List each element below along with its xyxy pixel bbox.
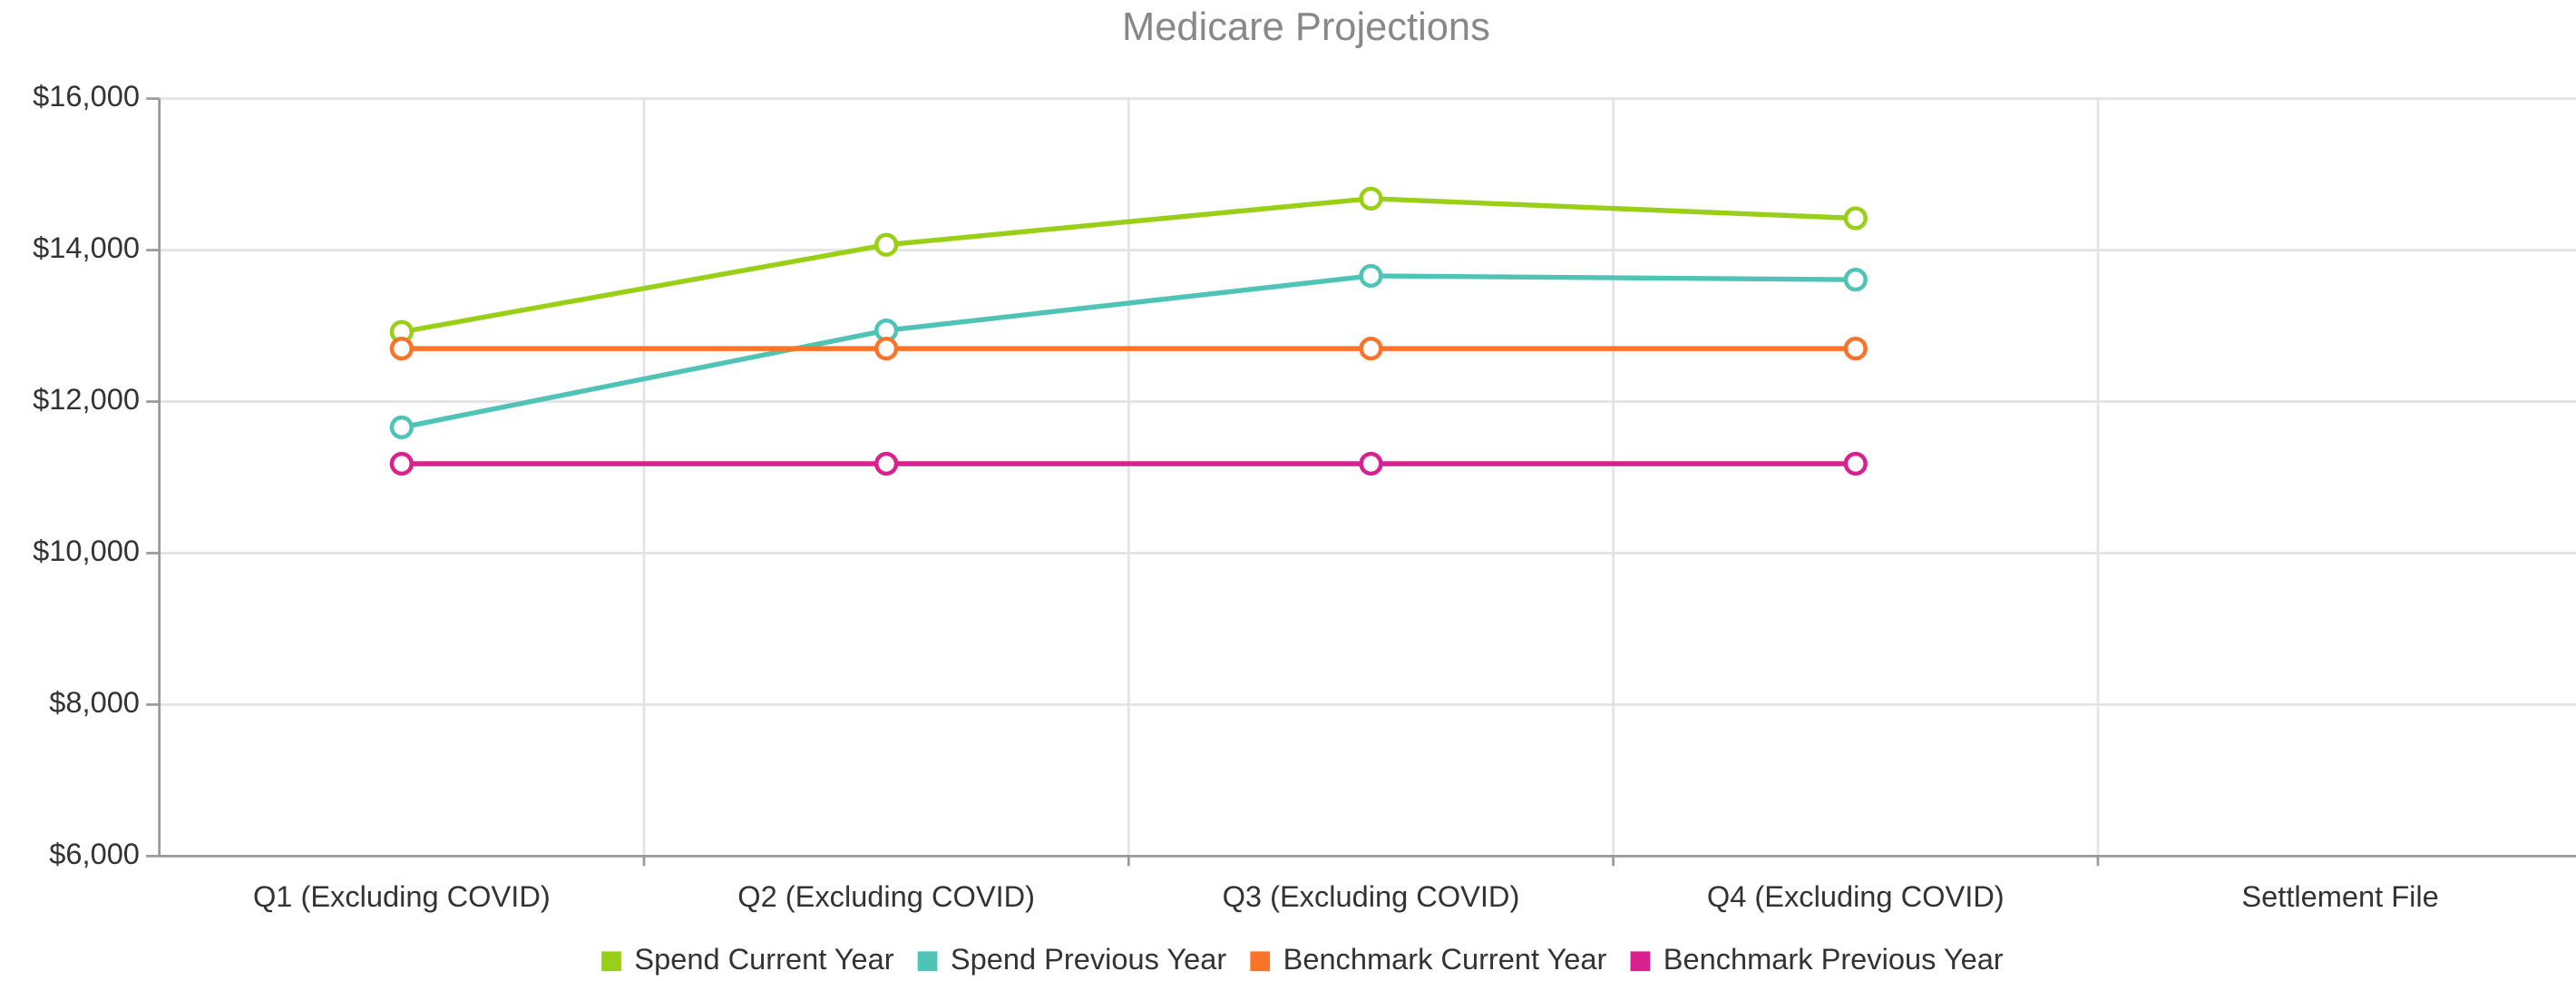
legend-swatch [1630, 951, 1651, 972]
point [1359, 336, 1383, 361]
point [1843, 451, 1868, 476]
legend-label: Spend Previous Year [951, 942, 1226, 976]
point [389, 336, 414, 361]
x-tick-label: Q3 (Excluding COVID) [1223, 879, 1520, 913]
point [1359, 186, 1383, 211]
y-tick-label: $14,000 [33, 231, 140, 264]
point [389, 451, 414, 476]
point [1843, 336, 1868, 361]
series-line [401, 196, 1856, 335]
x-tick-label: Q1 (Excluding COVID) [253, 879, 551, 913]
legend-label: Benchmark Previous Year [1664, 942, 2004, 976]
y-tick-label: $12,000 [33, 382, 140, 416]
point [1359, 263, 1383, 289]
legend-swatch [1250, 951, 1271, 972]
point [874, 232, 899, 257]
legend-label: Benchmark Current Year [1283, 942, 1607, 976]
chart-title: Medicare Projections [1122, 5, 1490, 49]
legend-swatch [917, 951, 938, 972]
point [874, 336, 899, 361]
y-tick-label: $16,000 [33, 79, 140, 113]
point [1359, 451, 1383, 476]
y-tick-label: $10,000 [33, 534, 140, 567]
x-tick-label: Q4 (Excluding COVID) [1707, 879, 2005, 913]
point [389, 415, 414, 440]
point [1843, 268, 1868, 292]
y-tick-label: $8,000 [49, 685, 140, 719]
point [1843, 206, 1868, 231]
legend-swatch [601, 951, 621, 972]
series-line [401, 273, 1856, 430]
x-tick-label: Q2 (Excluding COVID) [737, 879, 1035, 913]
x-tick-label: Settlement File [2241, 879, 2438, 913]
legend-label: Spend Current Year [634, 942, 893, 976]
y-tick-label: $6,000 [49, 837, 140, 870]
point [874, 451, 899, 476]
